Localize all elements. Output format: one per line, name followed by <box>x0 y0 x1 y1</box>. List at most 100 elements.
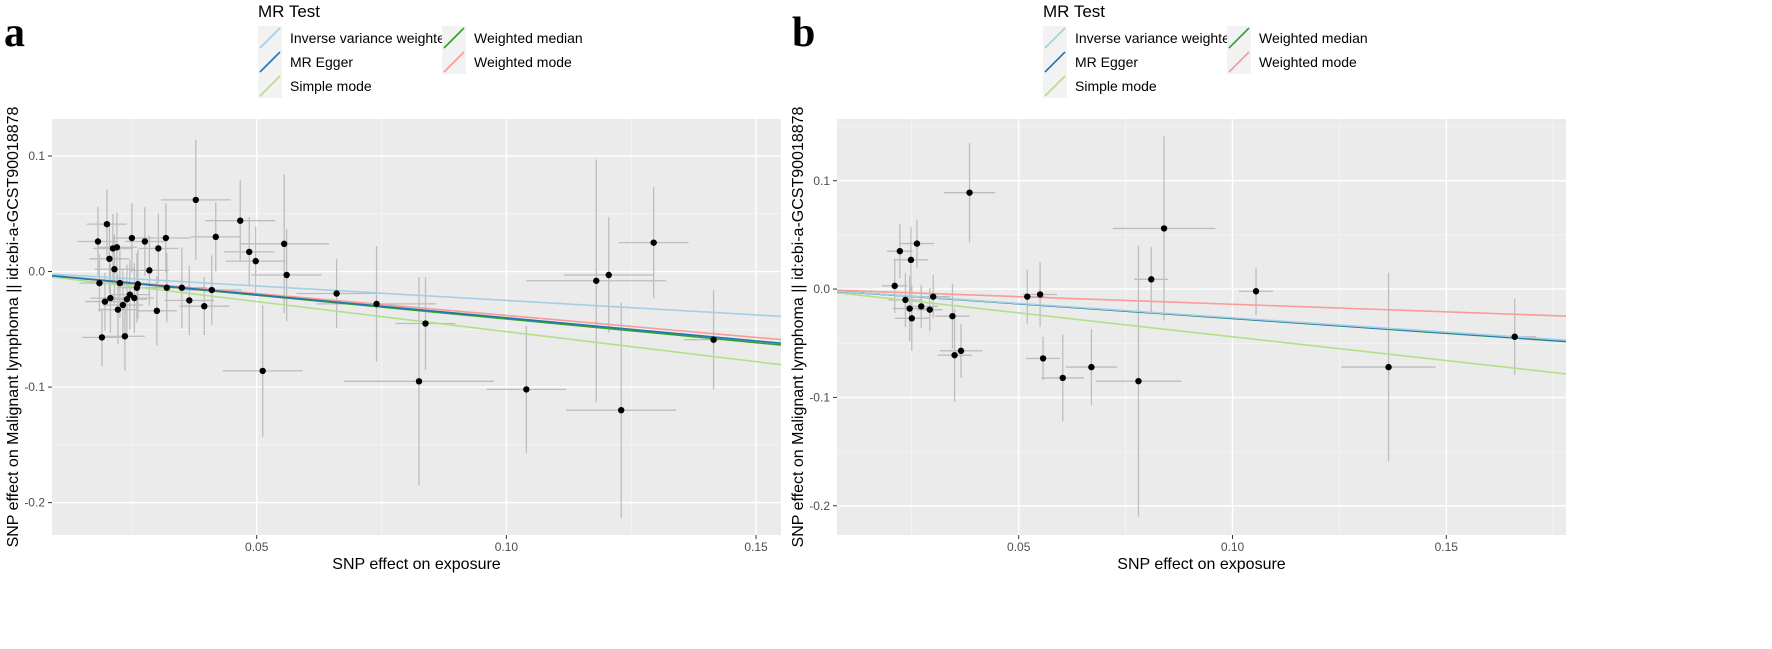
ticks: 0.05 0.10 0.15 0.1 0.0 -0.1 -0.2 <box>24 149 768 554</box>
data-point <box>107 294 114 302</box>
legend-key-line <box>1044 27 1066 49</box>
data-point <box>896 247 904 255</box>
data-point <box>186 297 193 304</box>
panel-label: a <box>4 10 25 56</box>
data-point <box>907 256 915 264</box>
ticks: 0.05 0.10 0.15 0.1 0.0 -0.1 -0.2 <box>809 174 1458 554</box>
data-point <box>908 315 916 322</box>
line-mr-egger <box>52 274 781 344</box>
data-point <box>1160 225 1168 232</box>
data-point <box>252 257 259 265</box>
regression-lines <box>837 289 1566 375</box>
legend-label: Weighted mode <box>1259 54 1357 70</box>
data-point <box>96 279 103 287</box>
legend-key-line <box>259 75 281 97</box>
data-point <box>259 367 266 375</box>
legend-key-line <box>1044 75 1066 97</box>
data-point <box>121 333 129 340</box>
data-point <box>134 281 142 288</box>
data-point <box>208 286 215 294</box>
y-tick-label: -0.2 <box>24 496 45 510</box>
legend-key-line <box>259 51 281 73</box>
data-point <box>1088 363 1095 371</box>
y-tick-label: -0.2 <box>809 499 830 513</box>
data-point <box>212 233 219 241</box>
data-point <box>98 334 106 341</box>
data-point <box>1148 276 1155 283</box>
legend-label: Simple mode <box>290 78 372 94</box>
data-point <box>913 240 921 247</box>
x-tick-label: 0.05 <box>1007 540 1031 554</box>
legend: MR Test Inverse variance weighted Weighted… <box>258 2 583 98</box>
data-point <box>141 238 149 245</box>
legend-key-line <box>1228 27 1250 49</box>
plot-area <box>837 136 1566 517</box>
legend-key <box>1043 74 1067 98</box>
data-point <box>131 294 138 302</box>
data-point <box>103 220 111 228</box>
legend-label: MR Egger <box>290 54 353 70</box>
legend-key-line <box>1044 51 1066 73</box>
panel-a: a MR Test Inverse variance weighted Weighte… <box>4 2 781 573</box>
data-point <box>1039 355 1047 362</box>
data-point <box>237 217 244 224</box>
panel-label: b <box>792 10 815 56</box>
data-point <box>906 305 913 312</box>
data-point <box>523 386 530 393</box>
data-point <box>280 240 288 247</box>
data-point <box>1511 333 1518 340</box>
legend-label: Weighted median <box>474 30 583 46</box>
data-point <box>101 298 109 305</box>
legend-key <box>1227 26 1251 50</box>
data-point <box>153 307 161 315</box>
data-point <box>155 245 162 252</box>
y-tick-label: -0.1 <box>24 380 45 394</box>
regression-lines <box>52 273 781 366</box>
x-tick-label: 0.15 <box>744 540 768 554</box>
data-point <box>710 336 717 343</box>
x-tick-label: 0.15 <box>1435 540 1459 554</box>
y-tick-label: 0.0 <box>813 282 830 296</box>
data-point <box>930 293 937 300</box>
data-point <box>163 284 171 291</box>
legend-key-line <box>1228 51 1250 73</box>
line-simple-mode <box>52 276 781 366</box>
data-point <box>246 248 253 256</box>
data-point <box>918 303 925 310</box>
legend-key-line <box>443 51 465 73</box>
data-point <box>422 320 429 327</box>
y-tick-label: -0.1 <box>809 390 830 404</box>
data-point <box>106 255 113 263</box>
data-point <box>1385 363 1392 371</box>
data-point <box>951 351 958 359</box>
data-point <box>114 306 122 313</box>
data-point <box>116 279 124 287</box>
data-point <box>618 407 625 414</box>
data-point <box>1135 377 1142 385</box>
line-simple-mode <box>837 291 1566 375</box>
line-weighted-mode <box>837 289 1566 317</box>
legend-title: MR Test <box>1043 2 1105 21</box>
plot-area <box>52 139 781 518</box>
data-point <box>119 301 127 309</box>
data-points <box>94 196 717 414</box>
legend-key <box>1043 26 1067 50</box>
legend-label: Simple mode <box>1075 78 1157 94</box>
legend-key <box>258 74 282 98</box>
data-points <box>891 189 1518 385</box>
panel-b: b MR Test Inverse variance weighted Weighte… <box>790 2 1566 573</box>
legend: MR Test Inverse variance weighted Weighted… <box>1043 2 1368 98</box>
data-point <box>949 312 956 320</box>
data-point <box>650 239 657 246</box>
y-axis-title: SNP effect on Malignant lymphoma || id:e… <box>790 106 807 547</box>
data-point <box>123 296 131 303</box>
line-inverse-variance-weighted <box>837 290 1566 341</box>
data-point <box>926 306 933 313</box>
legend-label: Inverse variance weighted <box>1075 30 1238 46</box>
legend-label: Inverse variance weighted <box>290 30 453 46</box>
data-point <box>333 290 340 297</box>
legend-key <box>258 26 282 50</box>
data-point <box>605 271 612 279</box>
data-point <box>146 267 153 274</box>
